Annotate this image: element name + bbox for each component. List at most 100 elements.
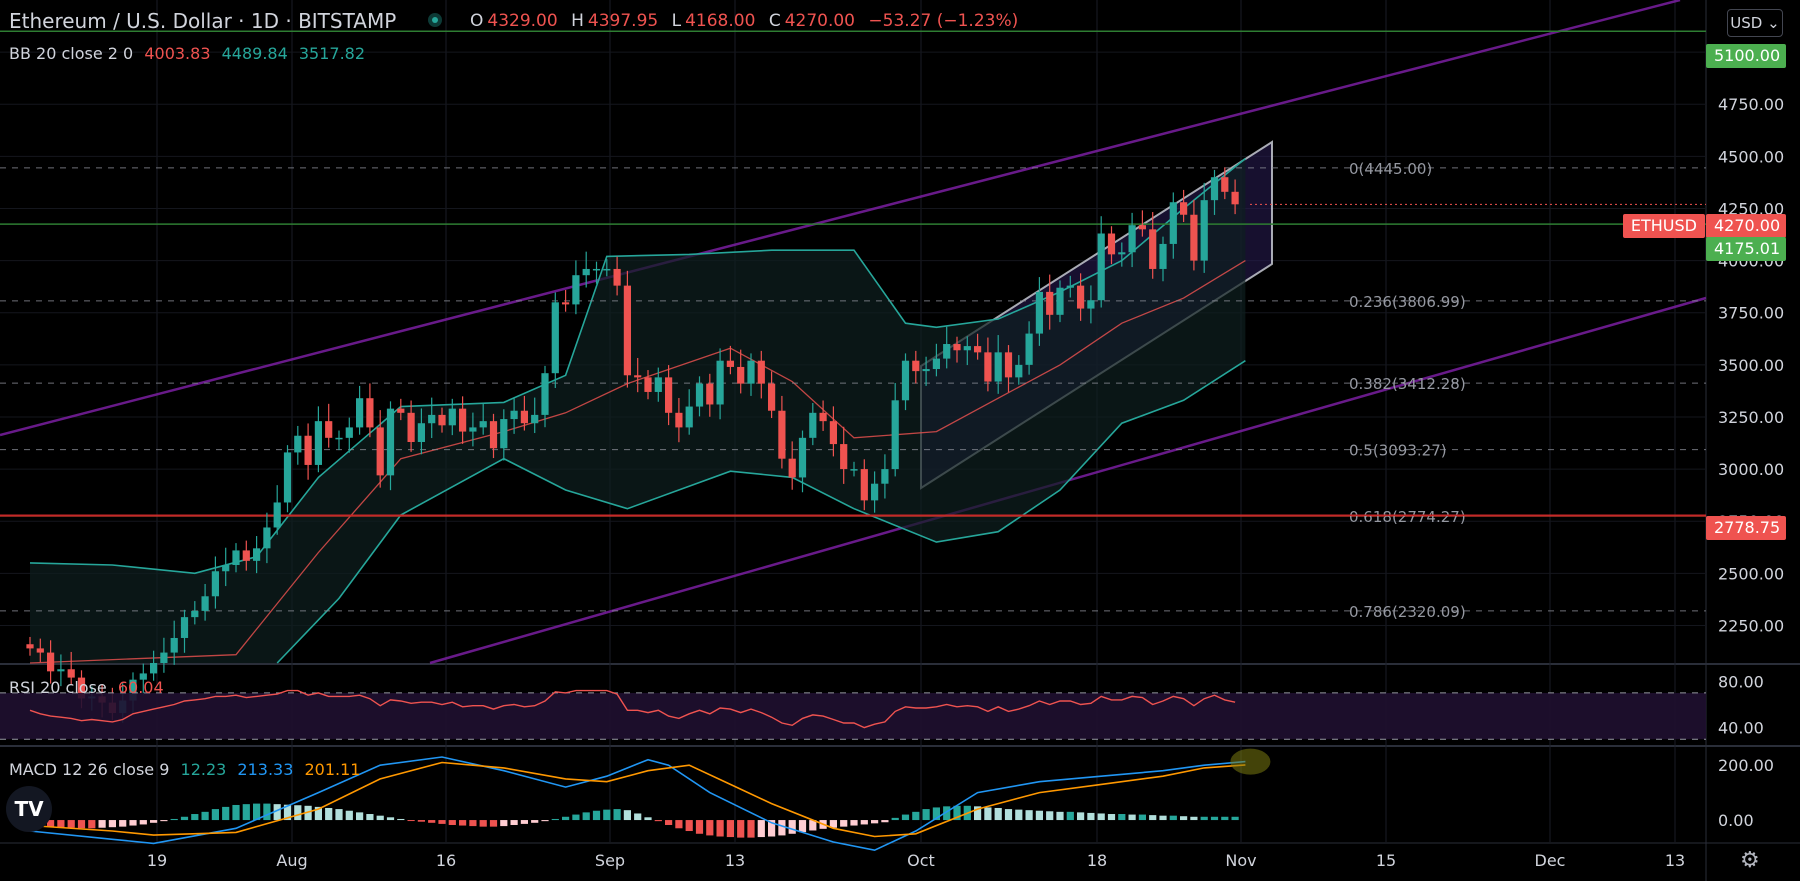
x-tick-label: 13 [1665,851,1685,870]
macd-legend[interactable]: MACD 12 26 close 9 12.23 213.33 201.11 [9,760,366,779]
x-tick-label: Nov [1225,851,1256,870]
macd-histogram-bar [1046,811,1054,821]
symbol-tag: ETHUSD [1622,214,1705,238]
macd-histogram-bar [345,810,353,821]
macd-histogram-bar [1004,809,1013,821]
macd-histogram-bar [953,805,961,821]
macd-histogram-bar [1025,810,1033,821]
macd-histogram-bar [180,816,189,821]
macd-signal-value: 201.11 [304,760,361,779]
candle [191,601,199,625]
macd-histogram-bar [47,820,55,827]
bb-legend[interactable]: BB 20 close 2 0 4003.83 4489.84 3517.82 [9,44,371,63]
candle [139,663,147,695]
macd-histogram-bar [57,820,65,828]
tradingview-logo[interactable]: TV [6,786,52,832]
macd-histogram-bar [273,804,281,821]
gear-icon[interactable]: ⚙ [1740,848,1760,873]
candle-body [160,652,168,663]
candle [1077,273,1085,321]
x-axis-labels: 19 Aug 16 Sep 13 Oct 18 Nov 15 Dec 13 [147,851,1685,870]
candle [531,397,539,434]
macd-histogram-bar [778,820,786,836]
candle-body [1056,287,1064,315]
candle [1200,182,1208,273]
macd-histogram-bar [211,809,219,821]
candle [675,398,683,443]
macd-histogram-bar [520,820,528,824]
macd-histogram-bar [88,820,96,829]
candle [716,348,724,420]
candle-body [819,412,827,422]
candle-body [747,360,755,384]
candle-body [325,421,333,438]
macd-histogram-bar [335,809,343,821]
fib-label: 0.786(2320.09) [1349,603,1466,621]
macd-histogram-bar [726,820,734,838]
candle [1149,212,1157,279]
candle-body [871,483,879,501]
candle-body [180,617,189,638]
rsi-line [29,689,1236,729]
candle [1159,236,1167,282]
candle-body [798,437,807,478]
candle-body [438,414,446,426]
candle-body [1077,285,1085,309]
currency-label: USD [1730,14,1763,32]
rsi-band [0,692,1706,740]
candle [160,637,168,673]
candle [809,403,817,446]
macd-histogram-bar [737,820,745,838]
price-tag-current: 4270.00 [1706,214,1786,238]
candle-body [417,423,425,442]
candle [47,640,55,684]
candle [840,426,848,484]
candle-body [757,360,765,384]
candle [1004,345,1013,393]
candle-body [572,275,580,305]
candle [788,441,796,490]
macd-histogram-bar [294,805,302,821]
candle-body [623,285,631,376]
macd-histogram-bar [685,820,693,832]
candle [304,423,312,480]
candle-body [1210,177,1219,201]
candle [706,373,714,417]
candle [397,398,405,421]
macd-histogram-bar [170,818,178,821]
candle-body [603,268,611,271]
candle-body [613,268,621,286]
candle [912,350,920,384]
x-tick-label: 13 [725,851,745,870]
candle [242,540,250,571]
candle-body [531,414,539,424]
currency-button[interactable]: USD ⌄ [1727,9,1783,37]
macd-histogram-bar [119,820,127,827]
price-tag-2778: 2778.75 [1706,516,1786,540]
rsi-tick-label: 40.00 [1718,719,1764,738]
macd-histogram-bar [984,807,992,821]
y-tick-label: 3000.00 [1718,460,1784,479]
candle-body [592,268,601,271]
candle [510,398,518,434]
x-tick-label: 18 [1087,851,1107,870]
macd-histogram-bar [356,812,364,821]
macd-histogram-bar [994,807,1002,821]
macd-histogram-bar [222,806,230,821]
x-tick-label: Aug [276,851,307,870]
macd-histogram-bar [108,820,116,828]
rsi-legend[interactable]: RSI 20 close 60.04 [9,678,170,697]
candle [953,336,961,363]
candle [654,367,662,402]
candle [737,349,745,394]
fib-label: 0.618(2774.27) [1349,508,1466,526]
macd-histogram-bar [974,806,982,821]
candle [479,403,487,435]
candle [881,454,889,499]
macd-histogram-bar [376,815,384,821]
rsi-value: 60.04 [117,678,164,697]
candle [1138,210,1146,237]
macd-histogram-bar [1149,815,1157,821]
macd-histogram-bar [1180,816,1188,821]
